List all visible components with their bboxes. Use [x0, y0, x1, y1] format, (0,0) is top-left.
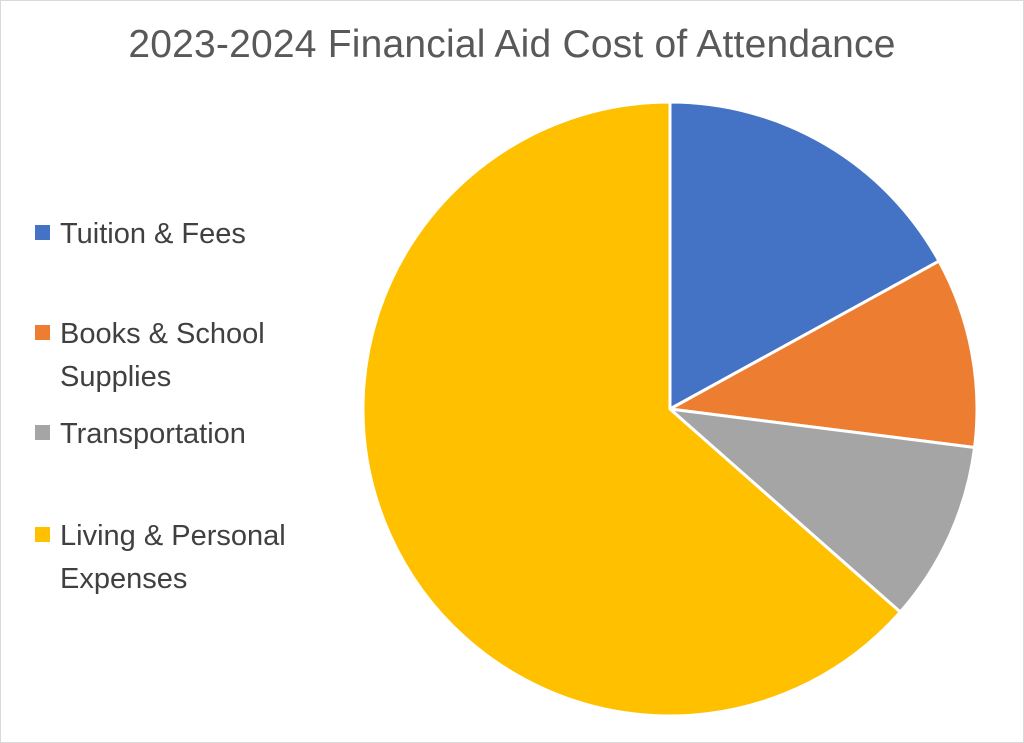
legend-item-living: Living & Personal Expenses	[35, 515, 320, 601]
legend-label-books: Books & School Supplies	[60, 313, 320, 399]
legend-label-line: Expenses	[60, 563, 188, 595]
pie-slice-tuition-fees	[668, 100, 941, 411]
legend-label-tuition: Tuition & Fees	[60, 213, 320, 256]
legend-item-transportation: Transportation	[35, 413, 320, 456]
legend-label-line: Books & School	[60, 318, 265, 350]
legend-label-line: Transportation	[60, 418, 246, 450]
pie-slice-books-school-supplies	[668, 259, 979, 449]
legend-swatch-books	[35, 325, 50, 340]
legend-swatch-tuition	[35, 225, 50, 240]
chart-title: 2023-2024 Financial Aid Cost of Attendan…	[128, 23, 896, 66]
legend-label-living: Living & Personal Expenses	[60, 515, 320, 601]
legend-swatch-transportation	[35, 425, 50, 440]
legend-item-tuition: Tuition & Fees	[35, 213, 320, 256]
legend-item-books: Books & School Supplies	[35, 313, 320, 399]
legend-label-line: Tuition & Fees	[60, 218, 246, 250]
pie-slice-transportation	[668, 407, 977, 614]
legend-label-transportation: Transportation	[60, 413, 320, 456]
legend-label-line: Living & Personal	[60, 520, 286, 552]
legend-swatch-living	[35, 527, 50, 542]
pie-slice-living-personal-expenses	[361, 100, 902, 718]
legend-label-line: Supplies	[60, 361, 172, 393]
